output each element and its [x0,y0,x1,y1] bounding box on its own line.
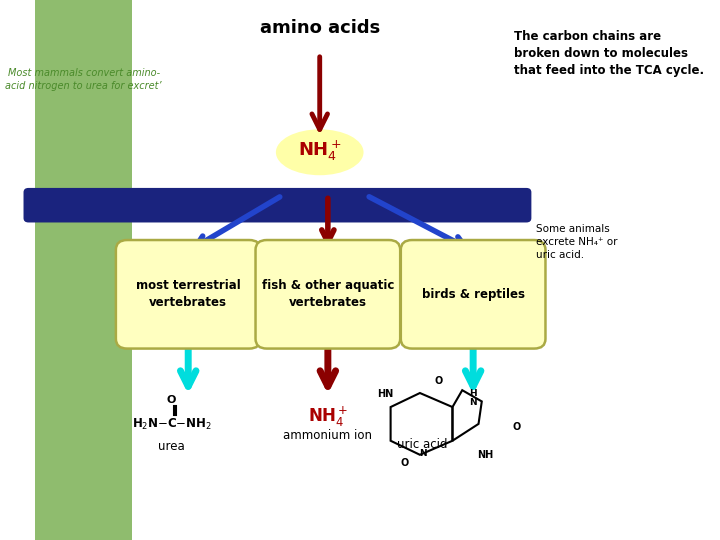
Text: NH: NH [477,450,494,460]
FancyBboxPatch shape [24,188,531,222]
Text: H$_2$N$-$C$-$NH$_2$: H$_2$N$-$C$-$NH$_2$ [132,417,211,432]
Text: amino acids: amino acids [260,19,380,37]
Text: N: N [419,449,427,458]
FancyBboxPatch shape [116,240,261,349]
Bar [35,0,132,540]
Text: NH$_4^+$: NH$_4^+$ [298,139,341,163]
Text: H
N: H N [469,389,477,407]
Text: O: O [513,422,521,431]
Text: ammonium ion: ammonium ion [284,429,372,442]
Bar [132,0,661,540]
Text: Some animals
excrete NH₄⁺ or
uric acid.: Some animals excrete NH₄⁺ or uric acid. [536,224,617,260]
Text: Most mammals convert amino-
acid nitrogen to urea for excret’: Most mammals convert amino- acid nitroge… [5,68,162,91]
Ellipse shape [276,130,364,175]
Text: birds & reptiles: birds & reptiles [422,288,525,301]
Text: O: O [166,395,176,405]
FancyBboxPatch shape [256,240,400,349]
FancyBboxPatch shape [401,240,546,349]
Text: NH$_4^+$: NH$_4^+$ [307,405,348,429]
Text: The carbon chains are
broken down to molecules
that feed into the TCA cycle.: The carbon chains are broken down to mol… [514,30,704,77]
Text: O: O [400,458,408,468]
Text: uric acid: uric acid [397,438,447,451]
Text: most terrestrial
vertebrates: most terrestrial vertebrates [136,279,240,309]
Text: HN: HN [377,389,394,399]
Text: urea: urea [158,440,184,453]
Text: fish & other aquatic
vertebrates: fish & other aquatic vertebrates [261,279,394,309]
Text: O: O [435,376,443,386]
